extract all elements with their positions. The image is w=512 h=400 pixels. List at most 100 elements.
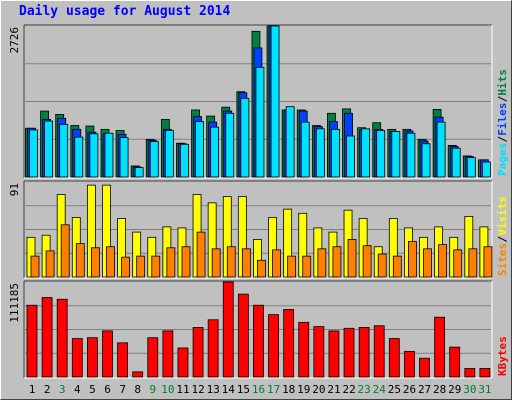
x-tick-label-23: 23 — [358, 383, 371, 396]
bar-sites-24 — [377, 253, 387, 278]
x-tick-label-29: 29 — [448, 383, 461, 396]
chart-title: Daily usage for August 2014 — [19, 4, 231, 19]
x-tick-label-18: 18 — [282, 383, 295, 396]
bar-pages-4 — [74, 136, 84, 178]
bar-sites-21 — [332, 246, 342, 278]
legend-separator: / — [496, 95, 509, 102]
bar-sites-3 — [60, 224, 70, 278]
bar-kbytes-13 — [207, 319, 219, 378]
bar-pages-21 — [331, 128, 340, 178]
bar-kbytes-29 — [449, 346, 461, 378]
x-tick-label-4: 4 — [74, 383, 81, 396]
bar-sites-1 — [30, 255, 40, 278]
x-tick-label-6: 6 — [104, 383, 111, 396]
bar-pages-12 — [195, 121, 204, 178]
y-max-label: 91 — [8, 183, 21, 196]
bar-pages-29 — [451, 147, 461, 178]
bar-sites-25 — [392, 255, 402, 278]
x-tick-label-26: 26 — [403, 383, 416, 396]
bar-pages-14 — [225, 112, 235, 178]
bar-sites-28 — [438, 244, 448, 278]
bar-pages-13 — [210, 126, 220, 178]
legend-visits: Visits — [496, 196, 509, 236]
x-tick-label-12: 12 — [191, 383, 204, 396]
bar-kbytes-6 — [102, 330, 113, 378]
bar-sites-27 — [423, 248, 432, 278]
legend-pages: Pages — [496, 143, 509, 176]
x-tick-label-25: 25 — [388, 383, 401, 396]
x-tick-label-8: 8 — [134, 383, 141, 396]
bar-pages-17 — [270, 25, 280, 178]
bar-sites-9 — [151, 255, 161, 278]
bar-sites-14 — [226, 246, 236, 278]
bar-kbytes-2 — [41, 297, 53, 378]
legend-separator: / — [496, 136, 509, 143]
bar-kbytes-20 — [313, 326, 325, 378]
bar-kbytes-23 — [358, 327, 370, 378]
bar-pages-2 — [44, 120, 53, 178]
bar-pages-24 — [376, 130, 386, 178]
bar-sites-29 — [453, 249, 463, 278]
x-tick-label-5: 5 — [89, 383, 96, 396]
bar-kbytes-19 — [298, 321, 310, 378]
bar-pages-30 — [466, 157, 476, 178]
x-tick-label-2: 2 — [44, 383, 51, 396]
x-tick-label-19: 19 — [297, 383, 310, 396]
bar-kbytes-16 — [253, 304, 264, 378]
y-max-label: 2726 — [8, 27, 21, 54]
bar-sites-19 — [302, 255, 312, 278]
bar-sites-30 — [468, 248, 478, 278]
bar-kbytes-3 — [56, 298, 68, 378]
bar-sites-6 — [106, 246, 115, 278]
legend-separator: / — [496, 236, 509, 243]
bar-kbytes-17 — [268, 314, 279, 378]
x-tick-label-9: 9 — [150, 383, 157, 396]
bar-sites-17 — [272, 249, 281, 278]
bar-sites-12 — [196, 231, 206, 278]
bar-kbytes-28 — [434, 316, 446, 378]
bar-kbytes-31 — [479, 368, 491, 378]
bar-sites-16 — [257, 259, 266, 278]
bar-pages-26 — [406, 132, 416, 178]
x-tick-label-17: 17 — [267, 383, 280, 396]
x-tick-label-11: 11 — [176, 383, 189, 396]
bar-pages-10 — [164, 130, 174, 178]
bar-sites-18 — [287, 255, 297, 278]
bar-kbytes-14 — [222, 281, 234, 378]
bar-kbytes-12 — [192, 327, 204, 378]
bar-pages-25 — [391, 131, 401, 178]
bar-kbytes-5 — [86, 337, 98, 378]
bar-sites-7 — [121, 256, 130, 278]
bar-pages-19 — [300, 121, 310, 178]
bar-kbytes-22 — [343, 327, 355, 378]
bar-sites-31 — [483, 246, 493, 278]
bar-kbytes-4 — [71, 338, 83, 378]
x-tick-label-27: 27 — [418, 383, 431, 396]
x-tick-label-21: 21 — [327, 383, 340, 396]
legend-hits: Hits — [496, 69, 509, 96]
x-tick-label-16: 16 — [252, 383, 265, 396]
y-max-label: 111185 — [8, 283, 21, 323]
bar-kbytes-8 — [132, 371, 144, 378]
bar-kbytes-7 — [117, 342, 128, 378]
x-tick-label-7: 7 — [119, 383, 126, 396]
bar-sites-11 — [181, 246, 191, 278]
bar-kbytes-21 — [328, 330, 340, 378]
bar-pages-23 — [361, 128, 371, 178]
x-tick-label-1: 1 — [29, 383, 36, 396]
bar-sites-4 — [75, 243, 85, 278]
bar-pages-31 — [482, 161, 491, 178]
bar-sites-22 — [347, 239, 357, 278]
x-tick-label-24: 24 — [373, 383, 387, 396]
bar-kbytes-15 — [237, 293, 249, 378]
bar-kbytes-1 — [26, 304, 38, 378]
bar-pages-22 — [346, 135, 355, 178]
bar-pages-28 — [436, 121, 446, 178]
bar-kbytes-27 — [419, 357, 430, 378]
legend-sites: Sites — [496, 243, 509, 276]
x-tick-label-28: 28 — [433, 383, 446, 396]
bar-kbytes-30 — [464, 368, 476, 378]
bar-sites-20 — [317, 248, 327, 278]
bar-kbytes-26 — [404, 350, 415, 378]
